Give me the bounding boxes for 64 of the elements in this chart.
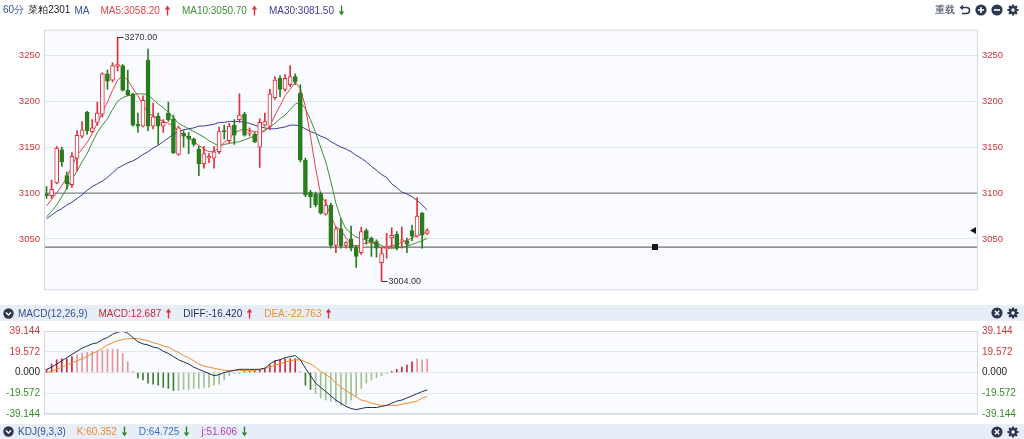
y2-tick-label: 3050 bbox=[982, 232, 1004, 244]
candlestick bbox=[49, 179, 54, 199]
candlestick bbox=[115, 36, 120, 72]
y-tick-label: 3200 bbox=[18, 94, 40, 106]
candlestick bbox=[313, 191, 318, 208]
chart-title: 菜粕2301 bbox=[28, 3, 71, 17]
candlestick bbox=[364, 228, 369, 245]
text: 重载 bbox=[935, 3, 955, 17]
y2-tick-label: 3150 bbox=[982, 140, 1004, 152]
candlestick bbox=[206, 153, 212, 164]
text: MA10:3050.70 bbox=[181, 4, 247, 16]
candlestick bbox=[399, 226, 405, 249]
candlestick bbox=[298, 84, 303, 163]
text: KDJ(9,3,3) bbox=[18, 426, 66, 437]
candlestick bbox=[318, 191, 323, 215]
y2-tick-label: -39.144 bbox=[982, 407, 1017, 419]
annotation: 3270.00 bbox=[124, 31, 158, 42]
text: D:64.725 bbox=[138, 426, 180, 437]
text: DEA:-22.763 bbox=[264, 307, 322, 319]
chart-subtitle: 60分 bbox=[3, 3, 25, 17]
y2-tick-label: 19.572 bbox=[982, 345, 1014, 357]
candlestick bbox=[54, 145, 60, 185]
y-tick-label: 19.572 bbox=[9, 345, 41, 357]
candlestick bbox=[232, 119, 237, 145]
candlestick bbox=[308, 189, 313, 209]
candlestick bbox=[303, 157, 308, 198]
candlestick bbox=[110, 62, 115, 83]
candlestick bbox=[369, 236, 374, 257]
candlestick bbox=[374, 239, 379, 258]
text: K:60.352 bbox=[76, 426, 117, 437]
text: DIFF:-16.420 bbox=[183, 307, 243, 319]
candlestick bbox=[89, 119, 95, 133]
candlestick bbox=[242, 111, 247, 137]
legend-title: MA bbox=[74, 4, 90, 16]
y2-tick-label: 0.000 bbox=[982, 366, 1008, 378]
candlestick bbox=[171, 114, 176, 154]
candlestick bbox=[160, 119, 166, 133]
y-tick-label: -19.572 bbox=[6, 387, 41, 398]
y2-tick-label: -19.572 bbox=[982, 387, 1017, 398]
candlestick bbox=[379, 247, 384, 282]
candlestick bbox=[105, 69, 110, 90]
candlestick bbox=[166, 101, 171, 122]
y-tick-label: 3250 bbox=[18, 49, 40, 61]
candlestick bbox=[176, 125, 181, 156]
y2-tick-label: 3200 bbox=[982, 94, 1004, 106]
text: j:51.606 bbox=[201, 426, 238, 437]
y-tick-label: -39.144 bbox=[6, 407, 41, 419]
y2-tick-label: 3100 bbox=[982, 186, 1004, 198]
y2-tick-label: 3250 bbox=[982, 49, 1004, 61]
text: MA30:3081.50 bbox=[268, 4, 334, 16]
y-tick-label: 3100 bbox=[18, 186, 40, 198]
text: MACD:12.687 bbox=[98, 307, 162, 319]
candlestick bbox=[252, 132, 257, 143]
chart-title: MACD(12,26,9) bbox=[18, 307, 88, 319]
y-tick-label: 0.000 bbox=[14, 366, 41, 378]
y-tick-label: 3150 bbox=[18, 140, 40, 152]
candlestick bbox=[120, 64, 126, 92]
text: MA5:3058.20 bbox=[100, 4, 160, 16]
candlestick bbox=[237, 93, 242, 123]
candlestick bbox=[100, 72, 105, 118]
annotation: 3004.00 bbox=[388, 275, 422, 286]
y-tick-label: 3050 bbox=[18, 232, 40, 244]
y2-tick-label: 39.144 bbox=[982, 324, 1014, 336]
y-tick-label: 39.144 bbox=[9, 324, 41, 336]
